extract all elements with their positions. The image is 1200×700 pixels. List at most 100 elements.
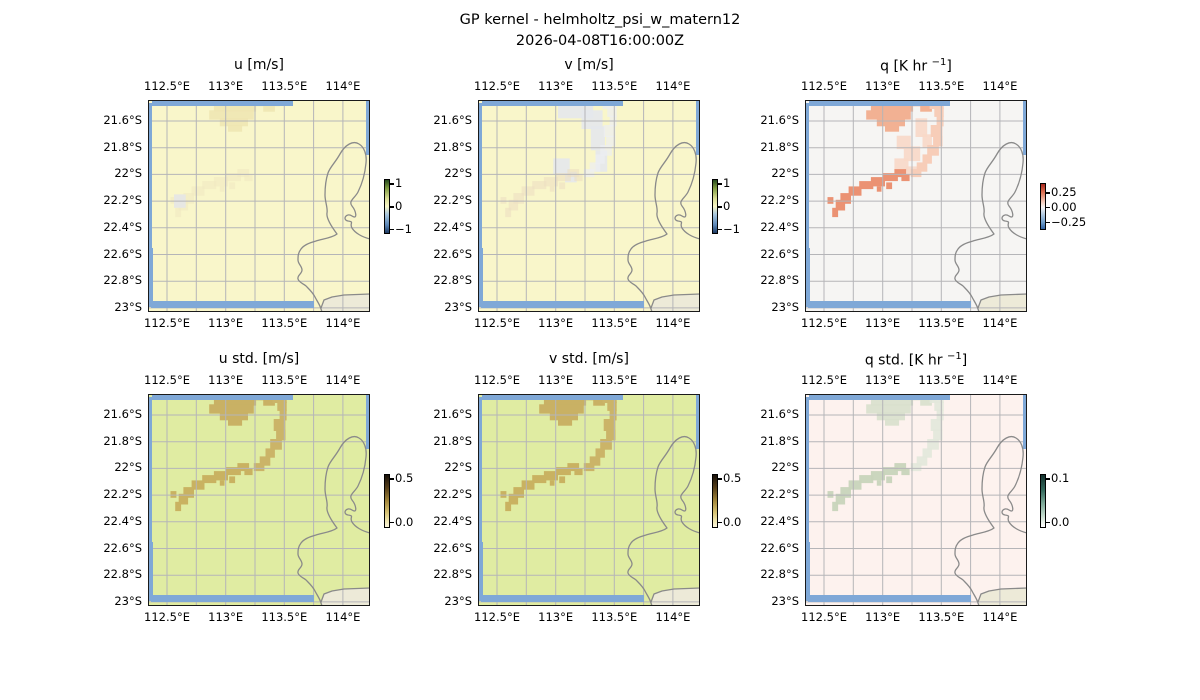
colorbar-tick-u <box>390 206 394 208</box>
y-tick-v: 21.8°S <box>433 139 472 154</box>
y-tick-q: 21.8°S <box>760 139 799 154</box>
x-tick-bottom-q: 113°E <box>865 316 901 330</box>
colorbar-q_std <box>1040 474 1046 528</box>
x-tick-bottom-q_std: 113.5°E <box>918 610 965 624</box>
y-tick-u: 23°S <box>114 299 142 314</box>
colorbar-tick-v <box>718 228 722 231</box>
x-tick-top-q: 114°E <box>982 79 1018 93</box>
y-tick-v_std: 22.8°S <box>433 567 472 582</box>
y-tick-u: 22.8°S <box>103 273 142 288</box>
y-tick-u: 21.8°S <box>103 139 142 154</box>
x-tick-top-u_std: 113.5°E <box>261 373 308 387</box>
y-tick-u: 22°S <box>114 166 142 181</box>
x-tick-top-v_std: 112.5°E <box>474 373 520 387</box>
x-tick-bottom-v: 113°E <box>538 316 574 330</box>
map-q_std <box>805 394 1027 606</box>
y-tick-u_std: 22.8°S <box>103 567 142 582</box>
colorbar-tick-v <box>718 206 722 208</box>
x-tick-bottom-q: 113.5°E <box>918 316 965 330</box>
x-tick-bottom-u: 113.5°E <box>261 316 308 330</box>
colorbar-tick-q_std <box>1046 478 1050 480</box>
x-tick-top-q_std: 112.5°E <box>801 373 847 387</box>
colorbar-q <box>1040 183 1046 230</box>
colorbar-tick-v <box>718 183 722 185</box>
x-tick-top-q_std: 113°E <box>865 373 901 387</box>
y-tick-v_std: 23°S <box>444 593 472 608</box>
y-tick-q_std: 22.4°S <box>760 513 799 528</box>
x-tick-bottom-v: 112.5°E <box>474 316 520 330</box>
x-tick-bottom-u_std: 114°E <box>325 610 361 624</box>
y-tick-v: 22°S <box>444 166 472 181</box>
y-tick-u_std: 22.2°S <box>103 487 142 502</box>
panel-title-text: q std. [K hr <box>864 352 947 369</box>
colorbar-v <box>712 179 718 234</box>
panel-title-text: u [m/s] <box>234 57 284 73</box>
panel-title-text: u std. [m/s] <box>218 351 300 367</box>
colorbar-label-u_std: 0.0 <box>395 514 414 529</box>
figure-subtitle: 2026-04-08T16:00:00Z <box>515 33 685 49</box>
x-tick-top-u_std: 114°E <box>325 373 361 387</box>
colorbar-tick-v_std <box>718 478 722 480</box>
x-tick-top-v_std: 113.5°E <box>591 373 638 387</box>
x-tick-bottom-u: 114°E <box>325 316 361 330</box>
x-tick-top-q: 113.5°E <box>918 79 965 93</box>
colorbar-tick-q <box>1046 192 1050 194</box>
panel-title-u: u [m/s] <box>148 57 370 73</box>
y-tick-q_std: 23°S <box>771 593 799 608</box>
y-tick-v_std: 21.6°S <box>433 407 472 421</box>
figure-title: GP kernel - helmholtz_psi_w_matern12 <box>459 12 741 28</box>
y-tick-v: 22.8°S <box>433 273 472 288</box>
colorbar-label-q: 0.00 <box>1051 199 1077 214</box>
y-tick-q_std: 21.8°S <box>760 433 799 448</box>
y-tick-u_std: 22.4°S <box>103 513 142 528</box>
y-tick-u_std: 22.6°S <box>103 540 142 555</box>
map-u_std <box>148 394 370 606</box>
y-tick-v: 22.2°S <box>433 193 472 208</box>
y-tick-v_std: 21.8°S <box>433 433 472 448</box>
colorbar-label-v: 1 <box>723 176 731 191</box>
y-tick-q: 22°S <box>771 166 799 181</box>
panel-title-q: q [K hr −1] <box>805 57 1027 75</box>
y-tick-v_std: 22°S <box>444 460 472 475</box>
y-tick-v: 22.4°S <box>433 219 472 234</box>
panel-title-text: ] <box>961 352 968 369</box>
x-tick-top-q: 113°E <box>865 79 901 93</box>
colorbar-tick-u_std <box>390 521 394 524</box>
x-tick-top-v: 114°E <box>655 79 691 93</box>
colorbar-v_std <box>712 474 718 528</box>
y-tick-q: 22.6°S <box>760 246 799 261</box>
y-tick-u_std: 21.6°S <box>103 407 142 421</box>
colorbar-tick-u_std <box>390 478 394 480</box>
x-tick-top-u: 113.5°E <box>261 79 308 93</box>
x-tick-bottom-v_std: 113°E <box>538 610 574 624</box>
colorbar-label-v_std: 0.5 <box>723 471 742 486</box>
colorbar-tick-v_std <box>718 521 722 524</box>
x-tick-bottom-v_std: 113.5°E <box>591 610 638 624</box>
panel-title-superscript: −1 <box>946 351 962 362</box>
x-tick-bottom-u: 112.5°E <box>144 316 190 330</box>
y-tick-v_std: 22.6°S <box>433 540 472 555</box>
y-tick-u_std: 21.8°S <box>103 433 142 448</box>
y-tick-v: 21.6°S <box>433 113 472 127</box>
x-tick-bottom-v_std: 114°E <box>655 610 691 624</box>
x-tick-top-v: 113°E <box>538 79 574 93</box>
colorbar-u <box>384 179 390 234</box>
y-tick-q: 22.4°S <box>760 219 799 234</box>
colorbar-tick-q <box>1046 206 1050 209</box>
x-tick-bottom-q_std: 113°E <box>865 610 901 624</box>
y-tick-u: 22.6°S <box>103 246 142 261</box>
y-tick-u_std: 23°S <box>114 593 142 608</box>
colorbar-label-q_std: 0.0 <box>1051 514 1070 529</box>
colorbar-label-u: −1 <box>395 221 412 236</box>
y-tick-v: 22.6°S <box>433 246 472 261</box>
x-tick-bottom-q: 112.5°E <box>801 316 847 330</box>
colorbar-tick-q_std <box>1046 521 1050 524</box>
x-tick-top-q_std: 114°E <box>982 373 1018 387</box>
x-tick-top-u_std: 113°E <box>208 373 244 387</box>
y-tick-q_std: 22.6°S <box>760 540 799 555</box>
panel-title-text: q [K hr <box>880 58 932 75</box>
x-tick-bottom-u_std: 113°E <box>208 610 244 624</box>
panel-title-superscript: −1 <box>931 57 947 68</box>
x-tick-top-q_std: 113.5°E <box>918 373 965 387</box>
